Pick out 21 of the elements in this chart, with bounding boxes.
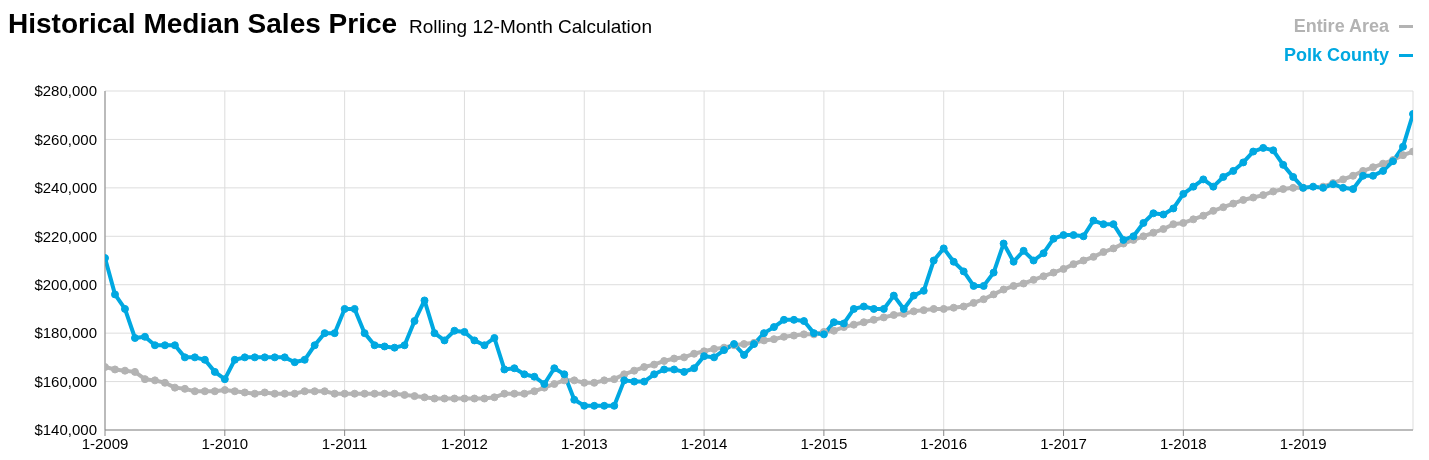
x-tick-label: 1-2018: [1159, 434, 1207, 452]
x-tick-label: 1-2012: [441, 434, 488, 452]
x-tick-label: 1-2019: [1279, 434, 1327, 452]
chart-title: Historical Median Sales Price: [8, 8, 398, 39]
y-tick-label: $180,000: [34, 324, 97, 342]
legend-label: Entire Area: [1293, 16, 1389, 37]
x-tick-label: 1-2015: [800, 434, 848, 452]
y-tick-label: $220,000: [34, 227, 97, 245]
y-tick-label: $160,000: [34, 372, 97, 390]
y-tick-label: $280,000: [34, 82, 97, 100]
y-tick-label: $200,000: [34, 276, 97, 294]
y-tick-label: $240,000: [34, 179, 97, 197]
x-tick-label: 1-2017: [1040, 434, 1087, 452]
y-tick-label: $260,000: [34, 130, 97, 148]
x-tick-label: 1-2014: [680, 434, 728, 452]
x-tick-label: 1-2010: [201, 434, 249, 452]
x-tick-label: 1-2011: [321, 434, 368, 452]
chart-subtitle: Rolling 12-Month Calculation: [409, 16, 652, 37]
legend-label: Polk County: [1283, 45, 1389, 66]
x-tick-label: 1-2016: [920, 434, 968, 452]
x-tick-label: 1-2013: [560, 434, 608, 452]
